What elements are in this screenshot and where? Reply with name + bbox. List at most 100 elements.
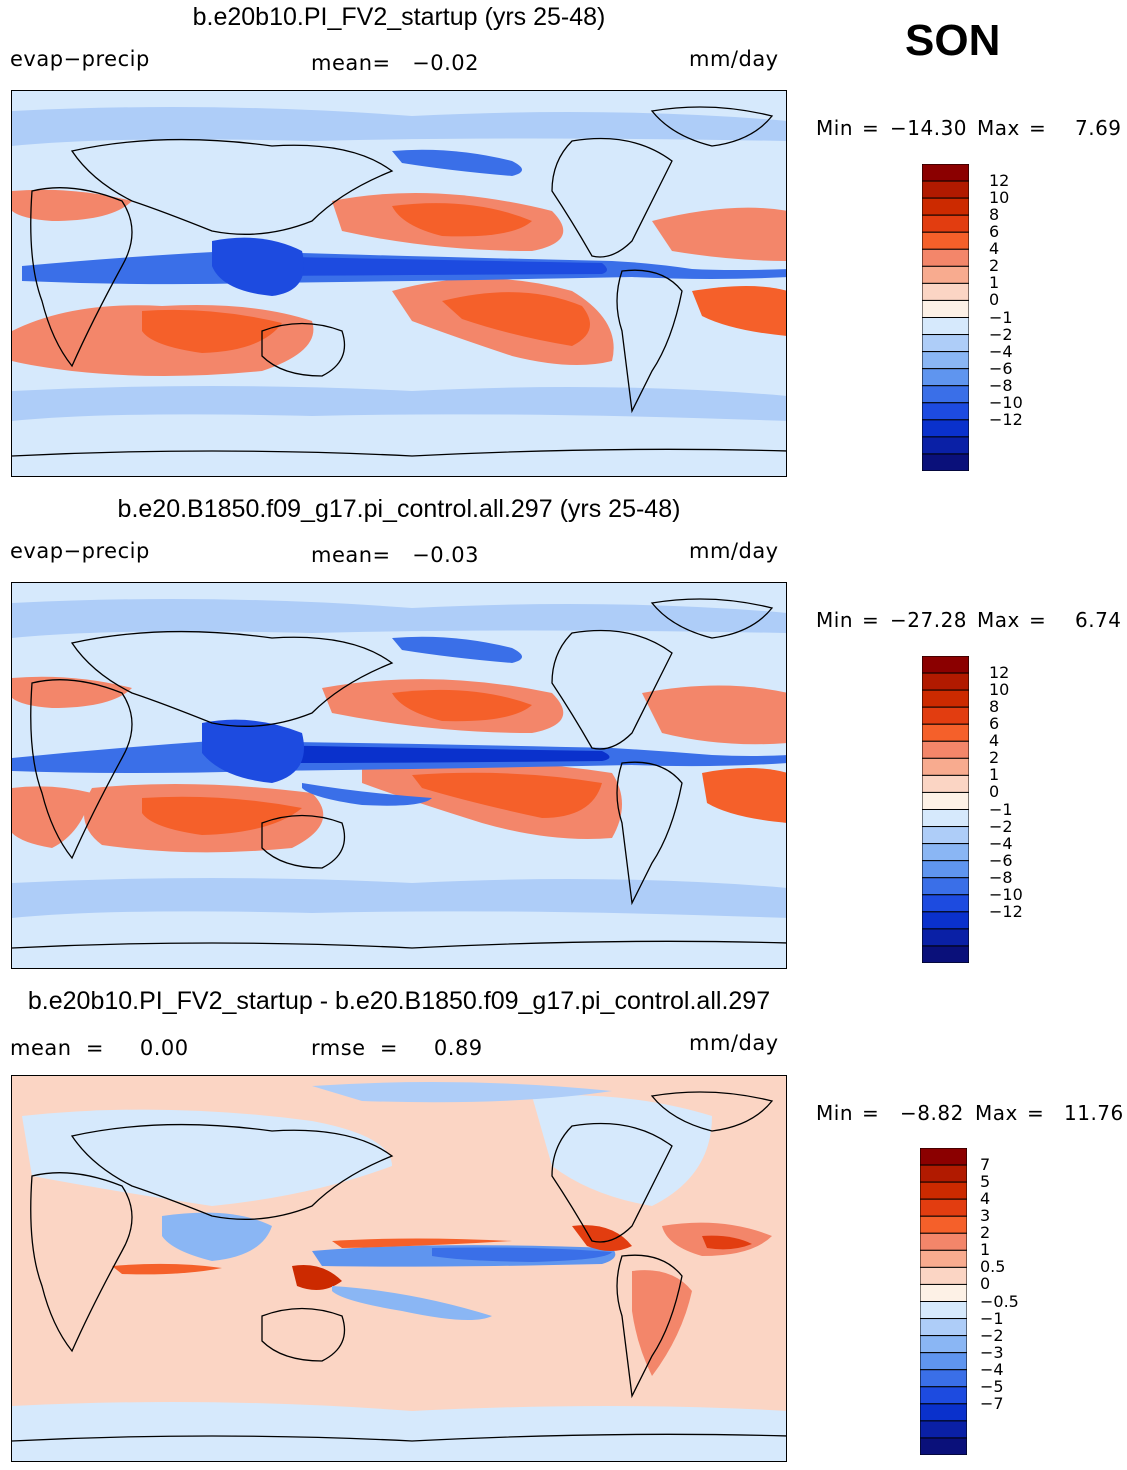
panel-3-title: b.e20b10.PI_FV2_startup - b.e20.B1850.f0… bbox=[27, 987, 771, 1015]
panel-2-min-value: −27.28 bbox=[890, 608, 968, 632]
colorbar-label: −8 bbox=[989, 867, 1013, 887]
panel-3-max-equals: = bbox=[1027, 1101, 1045, 1125]
panel-1-units: mm/day bbox=[689, 47, 779, 71]
field-indian-neg bbox=[162, 1212, 272, 1261]
panel-3-units: mm/day bbox=[689, 1031, 779, 1055]
panel-3-colorbar-svg bbox=[919, 1147, 968, 1456]
colorbar-label: −12 bbox=[989, 409, 1023, 429]
colorbar-label: −3 bbox=[980, 1342, 1004, 1362]
colorbar-swatch bbox=[919, 1301, 968, 1320]
colorbar-swatch bbox=[919, 1198, 968, 1217]
colorbar-swatch bbox=[921, 180, 970, 199]
colorbar-label: −12 bbox=[989, 901, 1023, 921]
colorbar-swatch bbox=[921, 894, 970, 913]
colorbar-label: −2 bbox=[989, 816, 1013, 836]
panel-1-max-value: 7.69 bbox=[1075, 116, 1122, 140]
panel-2-max-equals: = bbox=[1029, 608, 1047, 632]
panel-1-max-label: Max bbox=[977, 116, 1020, 140]
colorbar-label: −7 bbox=[980, 1393, 1004, 1413]
colorbar-swatch bbox=[921, 299, 970, 318]
colorbar-swatch bbox=[921, 436, 970, 455]
field-southern-ocean-neg bbox=[12, 1402, 786, 1461]
colorbar-swatch bbox=[921, 706, 970, 725]
field-arctic-band bbox=[12, 599, 786, 638]
colorbar-swatch bbox=[921, 757, 970, 776]
colorbar-label: 1 bbox=[989, 273, 1000, 293]
colorbar-label: −10 bbox=[989, 392, 1023, 412]
colorbar-swatch bbox=[921, 826, 970, 845]
field-north-atlantic-high bbox=[642, 685, 786, 745]
colorbar-swatch bbox=[921, 928, 970, 947]
colorbar-label: −2 bbox=[989, 324, 1013, 344]
colorbar-swatch bbox=[921, 163, 970, 182]
field-land-northamerica bbox=[532, 1095, 712, 1206]
field-spcz bbox=[302, 783, 432, 806]
colorbar-swatch bbox=[921, 860, 970, 879]
field-itcz-pos-band bbox=[332, 1238, 512, 1248]
colorbar-swatch bbox=[919, 1249, 968, 1268]
panel-1-colorbar-svg bbox=[921, 163, 970, 472]
panel-1-min-value: −14.30 bbox=[890, 116, 968, 140]
colorbar-swatch bbox=[921, 419, 970, 438]
colorbar-label: 2 bbox=[989, 748, 1000, 768]
colorbar-label: 2 bbox=[980, 1223, 991, 1243]
colorbar-swatch bbox=[921, 774, 970, 793]
colorbar-label: 8 bbox=[989, 205, 1000, 225]
colorbar-swatch bbox=[921, 265, 970, 284]
colorbar-swatch bbox=[919, 1420, 968, 1439]
colorbar-label: 8 bbox=[989, 697, 1000, 717]
colorbar-swatch bbox=[921, 197, 970, 216]
field-sahara bbox=[12, 189, 132, 221]
colorbar-swatch bbox=[921, 945, 970, 964]
colorbar-swatch bbox=[921, 723, 970, 742]
field-kuroshio bbox=[392, 149, 522, 176]
panel-2-min-label: Min bbox=[816, 608, 853, 632]
colorbar-label: −1 bbox=[989, 799, 1013, 819]
colorbar-label: −4 bbox=[989, 341, 1013, 361]
colorbar-label: 6 bbox=[989, 222, 1000, 242]
colorbar-swatch bbox=[921, 809, 970, 828]
panel-3-min-equals: = bbox=[862, 1101, 880, 1125]
panel-1-max-equals: = bbox=[1029, 116, 1047, 140]
colorbar-label: 10 bbox=[989, 680, 1010, 700]
colorbar-label: 0 bbox=[989, 782, 1000, 802]
colorbar-label: 12 bbox=[989, 663, 1010, 683]
panel-2-units: mm/day bbox=[689, 539, 779, 563]
colorbar-swatch bbox=[919, 1369, 968, 1388]
field-kuroshio bbox=[392, 636, 522, 663]
panel-1-min-equals: = bbox=[862, 116, 880, 140]
field-maritime-pos bbox=[292, 1265, 342, 1290]
colorbar-swatch bbox=[919, 1386, 968, 1405]
panel-2-map bbox=[11, 582, 787, 969]
colorbar-swatch bbox=[919, 1266, 968, 1285]
colorbar-label: −8 bbox=[989, 375, 1013, 395]
field-arctic-neg bbox=[312, 1082, 612, 1103]
field-maritime-continent bbox=[202, 719, 304, 783]
colorbar-label: −10 bbox=[989, 884, 1023, 904]
field-arctic-band bbox=[12, 107, 786, 146]
field-pacific-equator-core bbox=[432, 1247, 612, 1262]
panel-1-colorbar bbox=[921, 163, 970, 472]
colorbar-label: 3 bbox=[980, 1206, 991, 1226]
field-maritime-continent bbox=[212, 237, 304, 296]
panel-2-variable-label: evap−precip bbox=[10, 539, 150, 563]
panel-3-colorbar bbox=[919, 1147, 968, 1456]
colorbar-label: −1 bbox=[989, 307, 1013, 327]
colorbar-label: 1 bbox=[989, 765, 1000, 785]
field-atlantic-core bbox=[702, 1235, 752, 1250]
panel-2-min-equals: = bbox=[862, 608, 880, 632]
panel-2-title: b.e20.B1850.f09_g17.pi_control.all.297 (… bbox=[117, 495, 681, 523]
panel-2-colorbar bbox=[921, 655, 970, 964]
colorbar-swatch bbox=[921, 351, 970, 370]
panel-3-coastlines bbox=[12, 1091, 786, 1442]
colorbar-label: 0.5 bbox=[980, 1257, 1006, 1277]
colorbar-label: 4 bbox=[980, 1189, 991, 1209]
colorbar-swatch bbox=[921, 655, 970, 674]
field-south-atlantic-high bbox=[692, 286, 786, 336]
colorbar-label: 2 bbox=[989, 256, 1000, 276]
colorbar-swatch bbox=[921, 843, 970, 862]
panel-2-coastlines bbox=[12, 598, 786, 949]
panel-3-mean-label: mean = 0.00 bbox=[10, 1036, 189, 1060]
colorbar-swatch bbox=[921, 317, 970, 336]
colorbar-swatch bbox=[919, 1283, 968, 1302]
